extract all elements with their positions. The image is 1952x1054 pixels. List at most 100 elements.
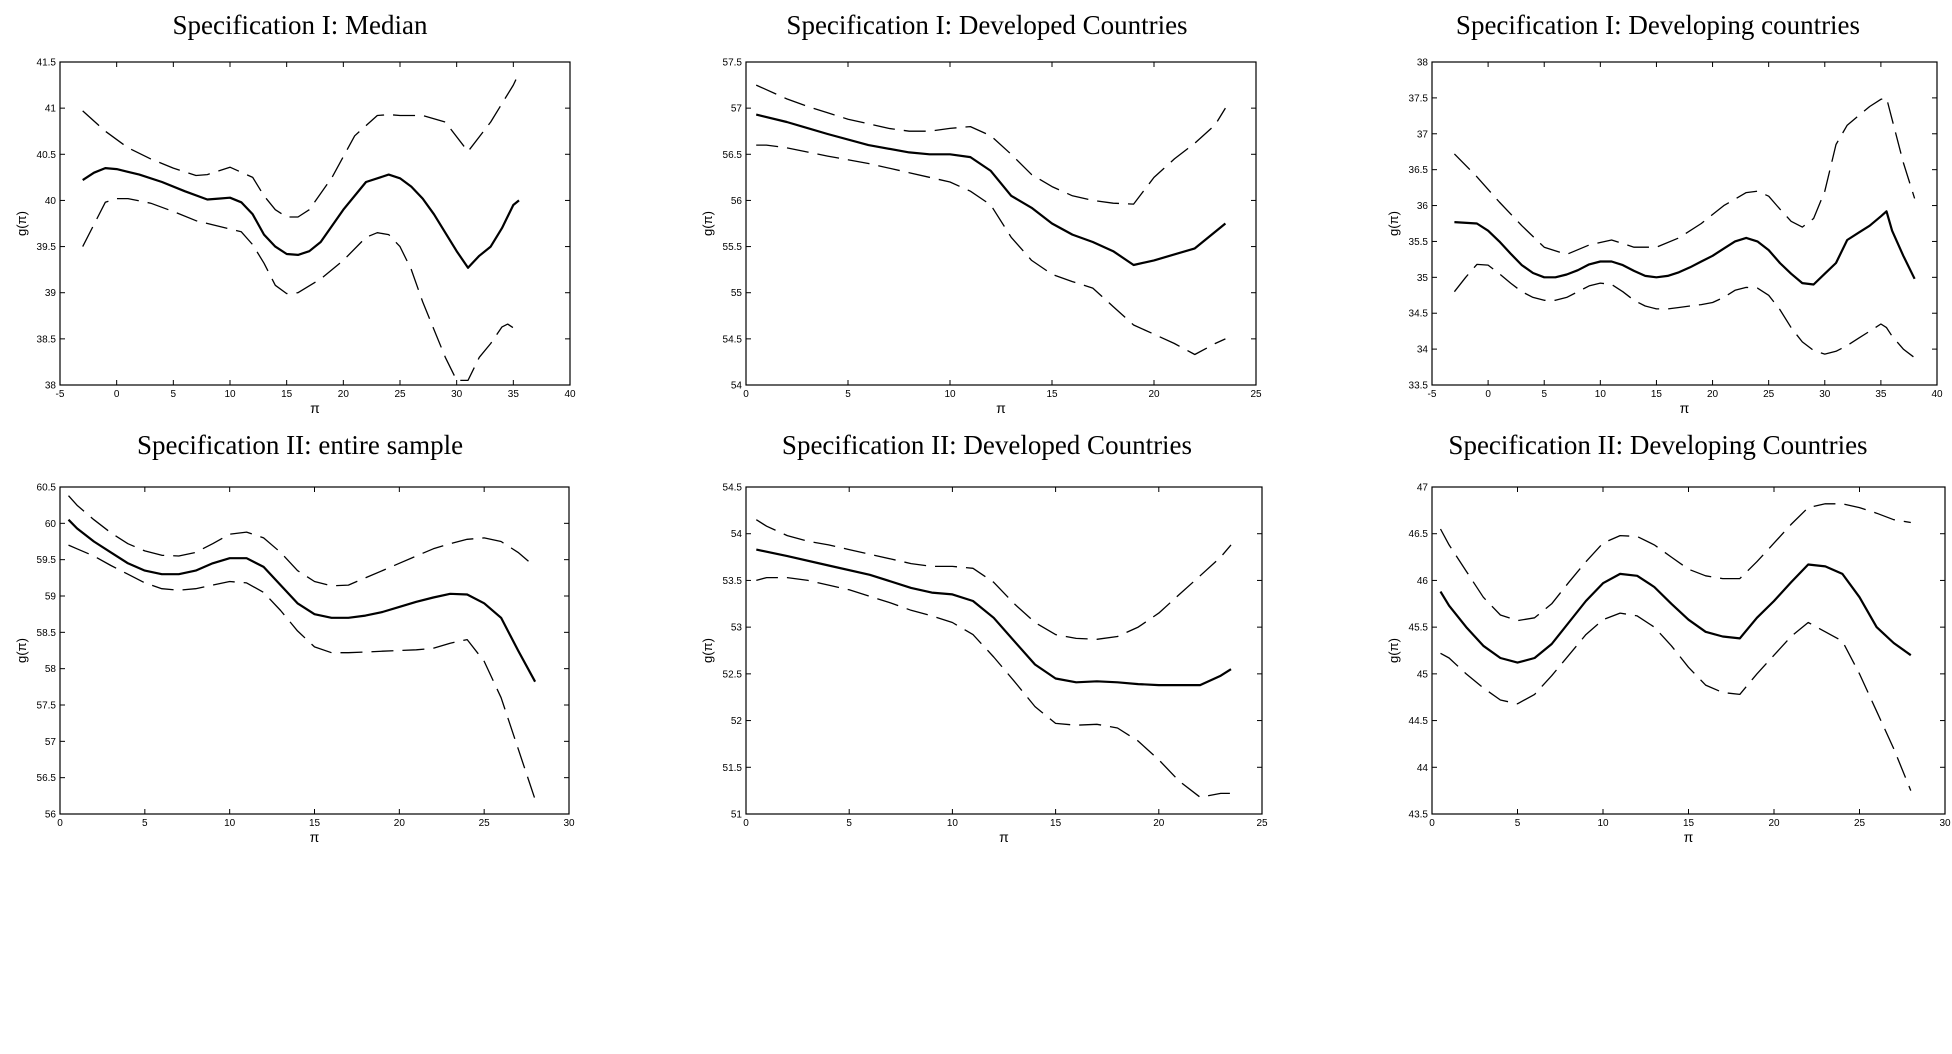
x-tick-label: 10 — [1595, 389, 1607, 400]
y-tick-label: 54.5 — [723, 334, 743, 345]
x-axis-label: π — [1684, 829, 1694, 845]
plot-frame — [59, 486, 570, 815]
y-axis-label: g(π) — [1386, 638, 1401, 663]
y-tick-label: 51.5 — [723, 763, 743, 774]
y-tick-label: 57.5 — [723, 58, 743, 69]
x-tick-label: 0 — [114, 389, 120, 400]
x-tick-label: 15 — [309, 818, 321, 829]
y-tick-label: 56 — [45, 810, 57, 821]
series-line-confidence-band — [1439, 503, 1911, 622]
y-tick-label: 39 — [45, 288, 57, 299]
y-tick-label: 53.5 — [723, 576, 743, 587]
series-line-estimate — [1454, 210, 1916, 286]
line-chart: 0 5 10 15 20 25 54 54.5 55 55.5 56 56.5 57 57.5 π g(π) — [700, 58, 1262, 417]
x-tick-label: 40 — [564, 389, 576, 400]
chart-title: Specification II: Developing Countries — [1448, 430, 1868, 460]
x-tick-label: 25 — [1854, 818, 1866, 829]
x-tick-label: 15 — [1050, 818, 1062, 829]
y-tick-label: 58 — [45, 664, 57, 675]
x-tick-label: 20 — [1153, 818, 1165, 829]
x-tick-label: 15 — [281, 389, 293, 400]
series-line-estimate — [1439, 563, 1912, 664]
x-tick-label: 30 — [563, 818, 575, 829]
series-line-estimate — [755, 113, 1227, 267]
y-axis-label: g(π) — [1386, 211, 1401, 236]
x-tick-label: 0 — [1429, 818, 1435, 829]
x-tick-label: 5 — [846, 818, 852, 829]
line-chart: -5 0 5 10 15 20 25 30 35 40 38 38.5 39 39.5 40 40.5 41 41… — [14, 58, 576, 417]
y-tick-label: 45.5 — [1409, 623, 1429, 634]
series-line-confidence-band — [68, 544, 536, 800]
y-axis-label: g(π) — [14, 638, 29, 663]
y-tick-label: 52.5 — [723, 669, 743, 680]
x-axis-label: π — [310, 829, 320, 845]
y-tick-label: 35 — [1417, 273, 1429, 284]
y-tick-label: 35.5 — [1409, 237, 1429, 248]
y-tick-label: 38.5 — [37, 334, 57, 345]
y-tick-label: 44 — [1417, 763, 1429, 774]
chart-title: Specification I: Median — [172, 10, 428, 40]
x-tick-label: 25 — [1250, 389, 1262, 400]
x-tick-label: 10 — [224, 818, 236, 829]
x-tick-label: 25 — [1763, 389, 1775, 400]
series-line-confidence-band — [1453, 97, 1916, 256]
plot-frame — [745, 61, 1257, 386]
x-axis-label: π — [1680, 400, 1690, 416]
x-tick-label: 20 — [1148, 389, 1160, 400]
series-line-confidence-band — [82, 72, 520, 218]
y-tick-label: 33.5 — [1409, 381, 1429, 392]
y-tick-label: 40.5 — [37, 150, 57, 161]
y-axis-label: g(π) — [14, 211, 29, 236]
y-tick-label: 57 — [731, 104, 743, 115]
x-tick-label: 25 — [479, 818, 491, 829]
x-tick-label: 5 — [1515, 818, 1521, 829]
x-tick-label: 20 — [394, 818, 406, 829]
x-tick-label: 15 — [1046, 389, 1058, 400]
x-tick-label: 5 — [1541, 389, 1547, 400]
chart-title: Specification II: Developed Countries — [781, 430, 1193, 460]
y-tick-label: 41 — [45, 104, 57, 115]
y-tick-label: 51 — [731, 810, 743, 821]
y-tick-label: 53 — [731, 623, 743, 634]
line-chart: 0 5 10 15 20 25 51 51.5 52 52.5 53 53.5 54 54.5 π g(π) — [700, 483, 1268, 846]
x-tick-label: 0 — [1485, 389, 1491, 400]
x-tick-label: 10 — [224, 389, 236, 400]
y-tick-label: 54 — [731, 381, 743, 392]
y-tick-label: 37.5 — [1409, 93, 1429, 104]
y-tick-label: 54 — [731, 529, 743, 540]
x-tick-label: 25 — [1256, 818, 1268, 829]
x-tick-label: 5 — [171, 389, 177, 400]
y-tick-label: 47 — [1417, 483, 1429, 494]
x-tick-label: 0 — [57, 818, 63, 829]
chart-title: Specification I: Developed Countries — [786, 10, 1188, 40]
line-chart: 0 5 10 15 20 25 30 43.5 44 44.5 45 45.5 46 46.5 47 π g(π… — [1386, 483, 1951, 846]
x-tick-label: 20 — [1707, 389, 1719, 400]
chart-title: Specification II: entire sample — [136, 430, 464, 460]
x-tick-label: 5 — [845, 389, 851, 400]
y-axis-label: g(π) — [700, 211, 715, 236]
x-tick-label: -5 — [56, 389, 65, 400]
x-axis-label: π — [310, 400, 320, 416]
x-tick-label: -5 — [1428, 389, 1437, 400]
y-tick-label: 46.5 — [1409, 529, 1429, 540]
series-line-estimate — [67, 518, 537, 683]
y-tick-label: 40 — [45, 196, 57, 207]
y-tick-label: 60.5 — [37, 483, 57, 494]
series-line-estimate — [756, 548, 1232, 687]
x-tick-label: 15 — [1683, 818, 1695, 829]
chart-title: Specification I: Developing countries — [1455, 10, 1861, 40]
y-tick-label: 43.5 — [1409, 810, 1429, 821]
plot-frame — [745, 486, 1263, 815]
x-tick-label: 10 — [944, 389, 956, 400]
series-line-confidence-band — [755, 84, 1226, 205]
y-tick-label: 59 — [45, 592, 57, 603]
series-line-confidence-band — [756, 144, 1226, 356]
y-tick-label: 55.5 — [723, 242, 743, 253]
line-chart: 0 5 10 15 20 25 30 56 56.5 57 57.5 58 58.5 59 59.5 60 60… — [14, 483, 575, 846]
y-tick-label: 46 — [1417, 576, 1429, 587]
plot-frame — [1431, 61, 1938, 386]
y-tick-label: 45 — [1417, 669, 1429, 680]
y-tick-label: 34.5 — [1409, 309, 1429, 320]
x-axis-label: π — [996, 400, 1006, 416]
